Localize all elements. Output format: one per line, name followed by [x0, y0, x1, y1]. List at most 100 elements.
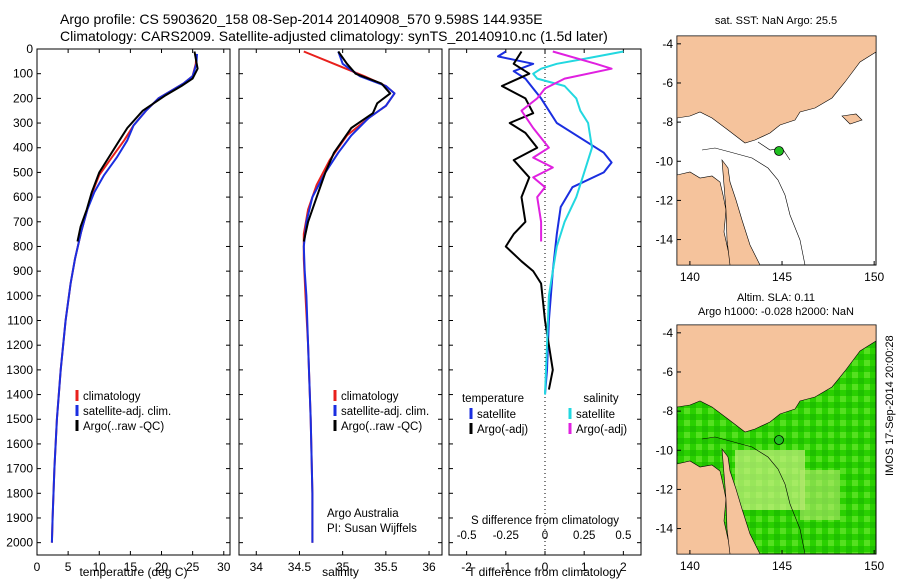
difference-series-temperature-argo-adj- [500, 50, 554, 390]
salinity-series-argo-raw-qc- [302, 50, 392, 242]
salinity-axes-frame [238, 48, 443, 556]
depth-tick-label: 1900 [6, 511, 33, 525]
map-lon-label: 150 [864, 559, 884, 573]
legend-title-temperature: temperature [462, 393, 524, 405]
depth-tick-label: 1300 [6, 363, 33, 377]
difference-s-tick-label: -0.25 [493, 530, 519, 542]
temperature-series-satellite-adj-clim- [50, 53, 198, 543]
difference-series-salinity-satellite [532, 50, 624, 395]
float-marker-top [774, 146, 784, 156]
new-guinea-land [677, 36, 876, 144]
timestamp-stamp: IMOS 17-Sep-2014 20:00:28 [884, 335, 896, 476]
cape-york-land-2 [721, 447, 761, 554]
annotation-institution: Argo Australia [327, 508, 399, 520]
temperature-legend-label: Argo(..raw -QC) [83, 421, 164, 433]
salinity-legend-label: climatology [341, 391, 399, 403]
temperature-xlabel: temperature (deg C) [79, 565, 187, 579]
map-lat-label: -10 [656, 443, 674, 457]
depth-tick-label: 1500 [6, 412, 33, 426]
depth-tick-label: 200 [13, 91, 33, 105]
depth-tick-label: 1200 [6, 338, 33, 352]
difference-x-tick-label: 2 [620, 560, 627, 574]
salinity-xlabel: salinity [322, 565, 359, 579]
depth-tick-label: 0 [26, 42, 33, 56]
sla-map-title-line2: Argo h1000: -0.028 h2000: NaN [698, 306, 854, 318]
map-lat-label: -12 [656, 193, 674, 207]
difference-series-salinity-argo-adj- [520, 50, 613, 242]
map-lon-label: 150 [864, 270, 884, 284]
map-lat-label: -8 [662, 115, 673, 129]
difference-s-tick-label: 0 [542, 530, 548, 542]
depth-tick-label: 400 [13, 141, 33, 155]
difference-legend-label: Argo(-adj) [576, 424, 627, 436]
salinity-series-group [302, 50, 396, 543]
map-lon-label: 145 [772, 270, 792, 284]
difference-legend-label: Argo(-adj) [477, 424, 528, 436]
profile-title: Argo profile: CS 5903620_158 08-Sep-2014… [60, 11, 543, 27]
sla-map-title-line1: Altim. SLA: 0.11 [737, 292, 815, 304]
temperature-series-group [50, 51, 199, 543]
difference-xlabel: T difference from climatology [468, 565, 622, 579]
temperature-panel: 0100200300400500600700800900100011001200… [6, 42, 230, 579]
temperature-x-tick-label: 15 [124, 560, 138, 574]
sst-map: sat. SST: NaN Argo: 25.5 140 145 150 -4 -6 -8… [656, 15, 885, 284]
island-land [841, 113, 863, 125]
shelf-contour [701, 147, 806, 265]
depth-tick-label: 800 [13, 239, 33, 253]
map-lat-label: -4 [662, 37, 673, 51]
annotation-pi: PI: Susan Wijffels [327, 523, 417, 535]
map-lat-label: -6 [662, 365, 673, 379]
legend-title-salinity: salinity [583, 393, 618, 405]
depth-tick-label: 1800 [6, 486, 33, 500]
difference-s-tick-label: 0.5 [615, 530, 631, 542]
difference-x-tick-label: -2 [461, 560, 472, 574]
depth-tick-label: 700 [13, 215, 33, 229]
temperature-x-tick-label: 30 [217, 560, 231, 574]
salinity-x-tick-label: 34.5 [288, 560, 312, 574]
depth-tick-label: 300 [13, 116, 33, 130]
map-lat-label: -4 [662, 326, 673, 340]
difference-panel: -2 -1 0 1 2T difference from climatology temp… [448, 48, 642, 579]
difference-series-group [497, 50, 624, 395]
depth-tick-label: 1400 [6, 388, 33, 402]
depth-tick-label: 1000 [6, 289, 33, 303]
australia-land-2 [677, 460, 733, 554]
salinity-panel: 34 34.5 35 35.5 36 salinity climatology satelli… [238, 48, 443, 579]
depth-tick-label: 600 [13, 190, 33, 204]
map-lat-label: -12 [656, 482, 674, 496]
salinity-x-tick-label: 35.5 [374, 560, 398, 574]
difference-s-tick-label: -0.5 [457, 530, 477, 542]
map-lat-label: -14 [656, 233, 674, 247]
float-marker-bottom [774, 435, 784, 445]
cape-york-land [721, 158, 761, 265]
difference-x-tick-label: 1 [581, 560, 588, 574]
depth-tick-label: 100 [13, 67, 33, 81]
temperature-legend-label: satellite-adj. clim. [83, 406, 171, 418]
map-lon-label: 145 [772, 559, 792, 573]
difference-s-tick-label: 0.25 [573, 530, 595, 542]
temperature-series-argo-raw-qc- [76, 51, 199, 242]
difference-x-tick-label: -1 [500, 560, 511, 574]
temperature-x-tick-label: 25 [186, 560, 200, 574]
new-guinea-land-2 [677, 325, 876, 433]
salinity-x-tick-label: 35 [336, 560, 350, 574]
difference-s-label: S difference from climatology [471, 515, 619, 527]
depth-tick-label: 1600 [6, 437, 33, 451]
depth-tick-label: 500 [13, 165, 33, 179]
map-lon-label: 140 [680, 559, 700, 573]
temperature-x-tick-label: 0 [34, 560, 41, 574]
temperature-legend-label: climatology [83, 391, 141, 403]
sla-map: Altim. SLA: 0.11 Argo h1000: -0.028 h200… [656, 292, 885, 573]
salinity-x-tick-label: 36 [422, 560, 436, 574]
map-lat-label: -6 [662, 76, 673, 90]
map-lat-label: -14 [656, 522, 674, 536]
salinity-legend-label: Argo(..raw -QC) [341, 421, 422, 433]
australia-land [677, 171, 733, 265]
difference-legend-label: satellite [576, 409, 615, 421]
difference-x-tick-label: 0 [542, 560, 549, 574]
depth-tick-label: 2000 [6, 536, 33, 550]
temperature-x-tick-label: 10 [93, 560, 107, 574]
map-lat-label: -10 [656, 154, 674, 168]
salinity-x-tick-label: 34 [250, 560, 264, 574]
